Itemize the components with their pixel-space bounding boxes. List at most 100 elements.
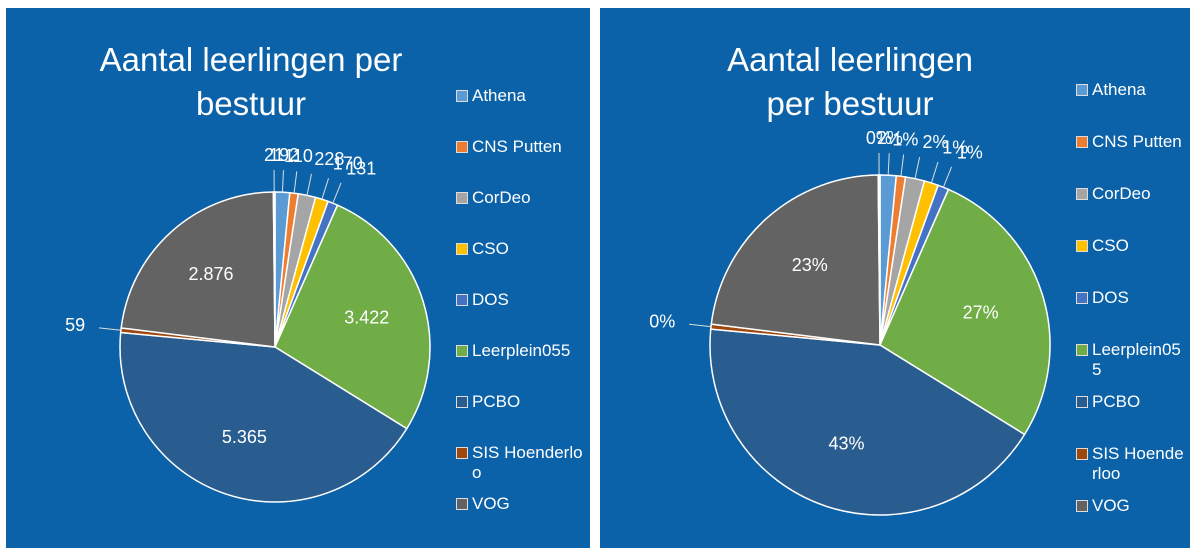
pie-slice [120, 191, 276, 348]
data-label: 21 [264, 145, 284, 165]
legend-label: CorDeo [472, 188, 531, 207]
legend-swatch [456, 345, 468, 357]
data-label: 59 [65, 315, 85, 335]
chart-panel: Aantal leerlingen per bestuur 192 110 228 1… [6, 8, 590, 548]
chart-title: Aantal leerlingen per bestuur [727, 41, 973, 122]
leader-line [914, 157, 921, 179]
data-label: 43% [828, 434, 864, 454]
legend-label: CNS Putten [1092, 132, 1182, 151]
legend-swatch [1076, 396, 1088, 408]
legend-label: DOS [472, 290, 509, 309]
leader-line [332, 182, 342, 204]
legend-swatch [1076, 344, 1088, 356]
leader-line [293, 171, 298, 194]
legend-item: PCBO [456, 392, 586, 412]
legend-item: VOG [1076, 496, 1188, 516]
legend-swatch [456, 498, 468, 510]
pie-slice [877, 174, 881, 346]
leader-line [942, 166, 953, 188]
legend-item: SIS Hoenderloo [1076, 444, 1188, 484]
legend-label: DOS [1092, 288, 1129, 307]
legend-swatch [1076, 136, 1088, 148]
legend-item: CorDeo [456, 188, 586, 208]
data-label: 2% [922, 132, 948, 152]
legend-swatch [456, 294, 468, 306]
leader-line [930, 161, 939, 184]
legend-label: SIS Hoenderloo [1092, 444, 1184, 483]
data-label: 1% [957, 143, 983, 163]
legend-label: CNS Putten [472, 137, 562, 156]
chart-title: Aantal leerlingen per bestuur [99, 41, 403, 122]
leader-line [689, 323, 712, 328]
legend-item: Leerplein055 [456, 341, 586, 361]
data-label: 27% [963, 303, 999, 323]
legend-item: CNS Putten [456, 137, 586, 157]
legend-swatch [456, 90, 468, 102]
legend-item: CSO [456, 239, 586, 259]
data-label: 1% [892, 129, 918, 149]
chart-panel: Aantal leerlingen per bestuur 2% 1% 2% 1% 1%… [600, 8, 1190, 548]
legend-label: SIS Hoenderloo [472, 443, 583, 482]
legend-item: DOS [1076, 288, 1188, 308]
pie-slice [274, 204, 431, 430]
pie-slice [879, 188, 1051, 436]
leader-line [887, 153, 890, 176]
legend-swatch [1076, 292, 1088, 304]
data-label: 3.422 [344, 307, 389, 327]
legend-swatch [1076, 84, 1088, 96]
leader-line [321, 178, 330, 200]
legend-label: VOG [1092, 496, 1130, 515]
legend-swatch [1076, 240, 1088, 252]
legend-label: Athena [1092, 80, 1146, 99]
legend-swatch [1076, 500, 1088, 512]
data-label: 228 [314, 149, 344, 169]
legend-label: PCBO [1092, 392, 1141, 411]
data-label: 110 [284, 146, 313, 166]
leader-line [900, 154, 905, 177]
legend-item: Athena [1076, 80, 1188, 100]
legend-item: Athena [456, 86, 586, 106]
legend-label: CorDeo [1092, 184, 1151, 203]
legend-label: PCBO [472, 392, 521, 411]
data-label: 192 [269, 145, 299, 165]
data-label: 131 [346, 159, 376, 179]
leader-line [281, 170, 284, 193]
legend-label: Athena [472, 86, 526, 105]
legend-item: CorDeo [1076, 184, 1188, 204]
legend-item: VOG [456, 494, 586, 514]
data-label: 0% [649, 311, 675, 331]
data-label: 1% [942, 137, 968, 157]
legend-swatch [456, 192, 468, 204]
legend-label: CSO [472, 239, 509, 258]
legend-swatch [456, 447, 468, 459]
legend-item: CSO [1076, 236, 1188, 256]
leader-line [98, 327, 121, 331]
pie-slice [272, 191, 276, 348]
data-label: 2% [877, 128, 903, 148]
data-label: 0% [866, 128, 892, 148]
legend-swatch [1076, 188, 1088, 200]
legend-item: SIS Hoenderloo [456, 443, 586, 483]
legend-swatch [456, 141, 468, 153]
pie-slice [119, 331, 408, 503]
legend-swatch [456, 243, 468, 255]
data-label: 170 [333, 154, 363, 174]
pie-slice [710, 174, 881, 346]
legend-label: CSO [1092, 236, 1129, 255]
pie-slice [709, 328, 1026, 516]
legend-swatch [1076, 448, 1088, 460]
legend-label: Leerplein055 [1092, 340, 1181, 379]
data-label: 5.365 [222, 427, 267, 447]
legend-swatch [456, 396, 468, 408]
legend-label: VOG [472, 494, 510, 513]
legend-label: Leerplein055 [472, 341, 571, 360]
legend-item: Leerplein055 [1076, 340, 1188, 380]
legend-item: DOS [456, 290, 586, 310]
leader-line [306, 173, 313, 196]
legend-item: CNS Putten [1076, 132, 1188, 152]
legend-item: PCBO [1076, 392, 1188, 412]
data-label: 23% [792, 255, 828, 275]
data-label: 2.876 [188, 264, 233, 284]
